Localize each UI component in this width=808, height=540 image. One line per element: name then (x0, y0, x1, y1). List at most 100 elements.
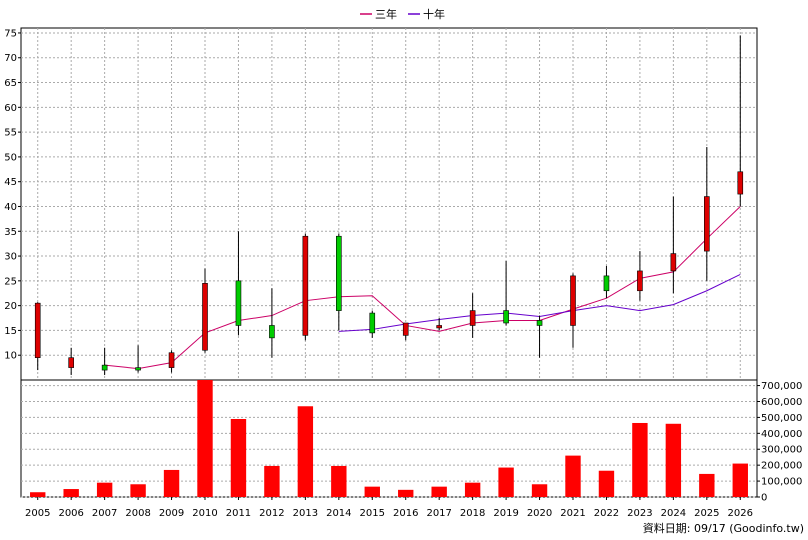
volume-bar (464, 482, 481, 497)
price-tick-label: 35 (4, 227, 17, 238)
volume-bar (699, 473, 715, 497)
candle-body (336, 235, 342, 311)
candle-body (670, 253, 677, 272)
legend-label-2: 十年 (423, 7, 445, 21)
volume-tick-label: 600,000 (761, 397, 802, 408)
candle (168, 350, 175, 373)
volume-bar (264, 465, 280, 497)
price-tick-label: 60 (4, 103, 17, 114)
x-tick-label: 2025 (694, 508, 719, 519)
volume-bar (163, 469, 180, 497)
candle (469, 293, 476, 338)
x-tick-label: 2017 (426, 508, 451, 519)
candle-body (269, 325, 275, 339)
volume-bar (130, 484, 146, 497)
candle (135, 345, 141, 373)
x-tick-label: 2006 (58, 508, 83, 519)
x-tick-label: 2014 (326, 508, 351, 519)
volume-bar (297, 406, 314, 497)
price-panel: 10 15 20 25 30 35 40 45 50 55 60 65 70 75 (4, 27, 758, 497)
x-tick-label: 2021 (560, 508, 585, 519)
volume-bar (598, 470, 615, 497)
footer-source: 資料日期: 09/17 (Goodinfo.tw) (643, 521, 804, 535)
candle (302, 233, 309, 341)
x-tick-label: 2012 (259, 508, 284, 519)
volume-tick-label: 100,000 (761, 477, 802, 488)
candle-body (68, 357, 74, 368)
candle (68, 347, 74, 376)
candle (101, 347, 108, 376)
x-tick-label: 2018 (460, 508, 485, 519)
x-tick-label: 2023 (627, 508, 652, 519)
x-tick-label: 2005 (25, 508, 50, 519)
candle-body (704, 196, 710, 252)
x-tick-label: 2007 (92, 508, 117, 519)
price-tick-label: 55 (4, 128, 17, 139)
price-plot-area (20, 27, 758, 381)
x-tick-label: 2016 (393, 508, 418, 519)
volume-bar (398, 489, 414, 497)
candle-body (202, 283, 208, 351)
candle (235, 231, 242, 336)
volume-bar (364, 486, 380, 497)
volume-bar (431, 486, 447, 497)
candle (336, 233, 342, 331)
price-tick-label: 75 (4, 28, 17, 39)
candle-body (603, 275, 610, 292)
volume-tick-label: 500,000 (761, 413, 802, 424)
candle-body (637, 270, 643, 292)
legend: 三年 十年 (360, 7, 445, 21)
candle-body (570, 275, 576, 326)
candle-body (302, 235, 309, 336)
x-tick-label: 2011 (226, 508, 251, 519)
volume-bar (197, 380, 213, 497)
volume-tick-label: 200,000 (761, 461, 802, 472)
x-tick-label: 2009 (159, 508, 184, 519)
legend-label-1: 三年 (375, 7, 397, 21)
candle-body (402, 322, 409, 336)
volume-bar (96, 482, 113, 497)
candle (402, 322, 409, 341)
volume-bar (498, 467, 514, 497)
candle-body (503, 310, 509, 324)
candle (670, 196, 677, 294)
x-tick-label: 2010 (192, 508, 217, 519)
candle (369, 310, 376, 338)
volume-bar (30, 492, 46, 497)
candle (570, 273, 576, 348)
x-tick-label: 2026 (728, 508, 753, 519)
candle-body (34, 302, 41, 358)
candle (704, 146, 710, 281)
volume-bar (565, 455, 581, 497)
candle (503, 261, 509, 326)
candle-body (168, 352, 175, 368)
price-tick-label: 10 (4, 351, 17, 362)
candle (34, 302, 41, 371)
volume-tick-label: 300,000 (761, 445, 802, 456)
volume-bar (531, 484, 548, 497)
price-tick-label: 25 (4, 276, 17, 287)
price-tick-label: 30 (4, 252, 17, 263)
volume-panel: 0 100,000 200,000 300,000 400,000 500,000 600,… (20, 379, 802, 504)
price-tick-label: 50 (4, 152, 17, 163)
candle-body (737, 171, 744, 195)
x-tick-label: 2015 (360, 508, 385, 519)
candle (637, 251, 643, 301)
candle-body (469, 310, 476, 326)
candle-body (235, 280, 242, 326)
price-tick-label: 20 (4, 301, 17, 312)
x-tick-label: 2019 (493, 508, 518, 519)
x-axis: 2005 2006 2007 2008 2009 2010 2011 2012 2013 2014… (25, 497, 753, 519)
volume-tick-label: 400,000 (761, 429, 802, 440)
volume-tick-label: 700,000 (761, 381, 802, 392)
x-tick-label: 2008 (125, 508, 150, 519)
price-tick-label: 40 (4, 202, 17, 213)
volume-bar (665, 423, 682, 497)
candle (269, 288, 275, 358)
x-tick-label: 2022 (594, 508, 619, 519)
volume-bar (732, 463, 748, 497)
candle (536, 315, 543, 358)
candle (436, 318, 442, 331)
x-tick-label: 2024 (661, 508, 686, 519)
